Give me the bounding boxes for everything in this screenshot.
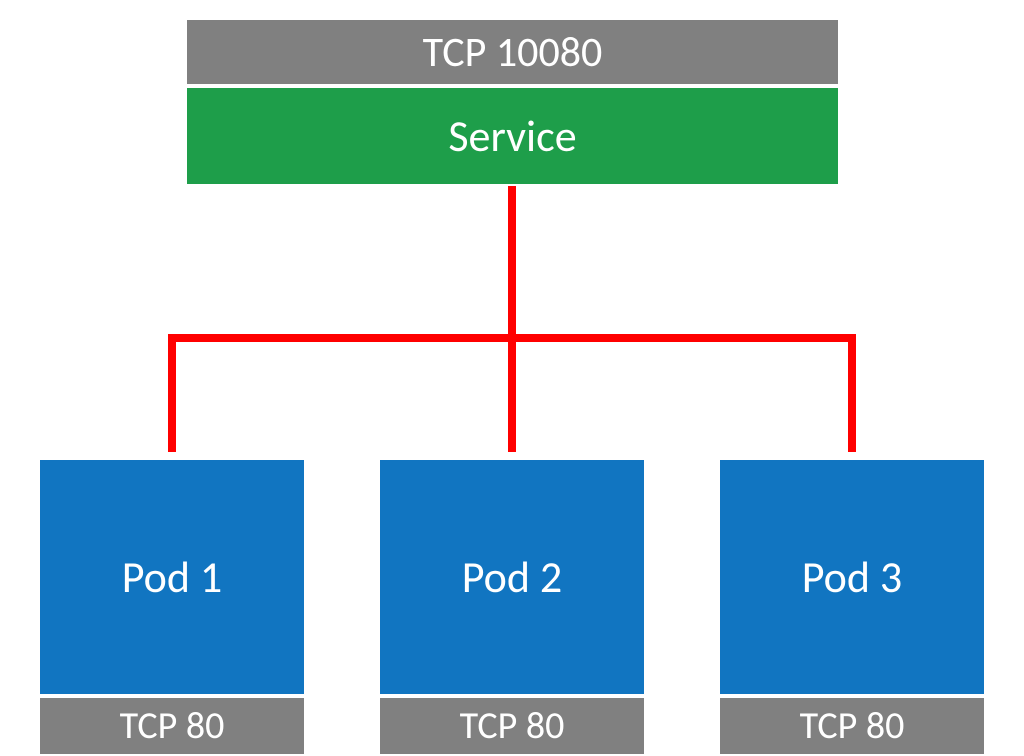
pod-label: Pod 2 bbox=[462, 550, 562, 604]
service-label: Service bbox=[448, 109, 576, 163]
pod-port-label: TCP 80 bbox=[800, 703, 905, 749]
pod-port-bar-3: TCP 80 bbox=[718, 696, 986, 756]
pod-box-1: Pod 1 bbox=[38, 458, 306, 696]
pod-box-3: Pod 3 bbox=[718, 458, 986, 696]
service-box: Service bbox=[185, 86, 840, 186]
pod-label: Pod 3 bbox=[802, 550, 902, 604]
pod-port-label: TCP 80 bbox=[460, 703, 565, 749]
pod-box-2: Pod 2 bbox=[378, 458, 646, 696]
pod-port-bar-1: TCP 80 bbox=[38, 696, 306, 756]
pod-label: Pod 1 bbox=[122, 550, 222, 604]
pod-port-bar-2: TCP 80 bbox=[378, 696, 646, 756]
pod-port-label: TCP 80 bbox=[120, 703, 225, 749]
service-port-label: TCP 10080 bbox=[423, 27, 603, 78]
service-port-bar: TCP 10080 bbox=[185, 18, 840, 86]
